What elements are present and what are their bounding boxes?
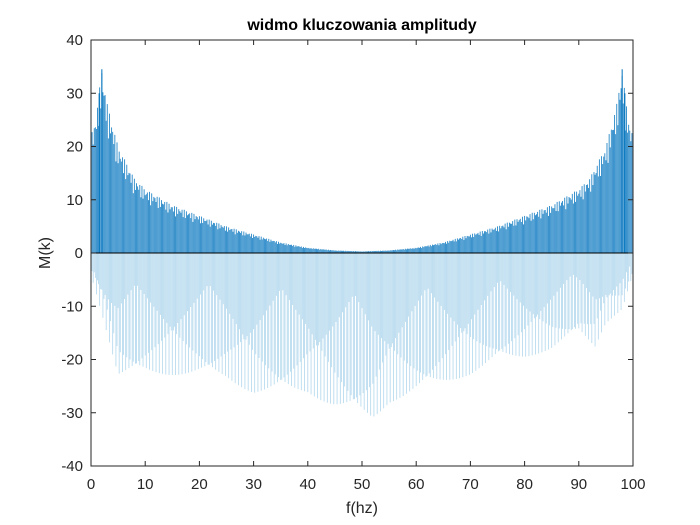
y-tick-label: 10 — [66, 192, 83, 209]
x-tick-label: 80 — [516, 476, 533, 493]
x-tick-label: 40 — [299, 476, 316, 493]
y-tick-label: 20 — [66, 139, 83, 156]
y-tick-label: 40 — [66, 32, 83, 49]
x-tick-label: 90 — [570, 476, 587, 493]
x-tick-label: 100 — [620, 476, 645, 493]
y-tick-label: -40 — [61, 458, 83, 475]
y-tick-label: 0 — [75, 245, 83, 262]
x-axis-label: f(hz) — [346, 500, 378, 517]
x-tick-label: 20 — [191, 476, 208, 493]
y-tick-label: -30 — [61, 405, 83, 422]
stems-negative — [90, 253, 634, 417]
x-tick-label: 50 — [354, 476, 371, 493]
x-tick-label: 70 — [462, 476, 479, 493]
x-axis-ticks: 0 10 20 30 40 50 60 70 80 90 100 — [87, 40, 646, 493]
y-tick-label: -10 — [61, 298, 83, 315]
y-axis-label: M(k) — [37, 237, 54, 269]
chart-title: widmo kluczowania amplitudy — [246, 17, 476, 34]
x-tick-label: 10 — [137, 476, 154, 493]
y-tick-label: 30 — [66, 85, 83, 102]
x-tick-label: 60 — [408, 476, 425, 493]
y-axis-ticks: 40 30 20 10 0 -10 -20 -30 -40 — [61, 32, 633, 475]
x-tick-label: 0 — [87, 476, 95, 493]
x-tick-label: 30 — [245, 476, 262, 493]
y-tick-label: -20 — [61, 352, 83, 369]
stems-positive — [90, 69, 634, 253]
